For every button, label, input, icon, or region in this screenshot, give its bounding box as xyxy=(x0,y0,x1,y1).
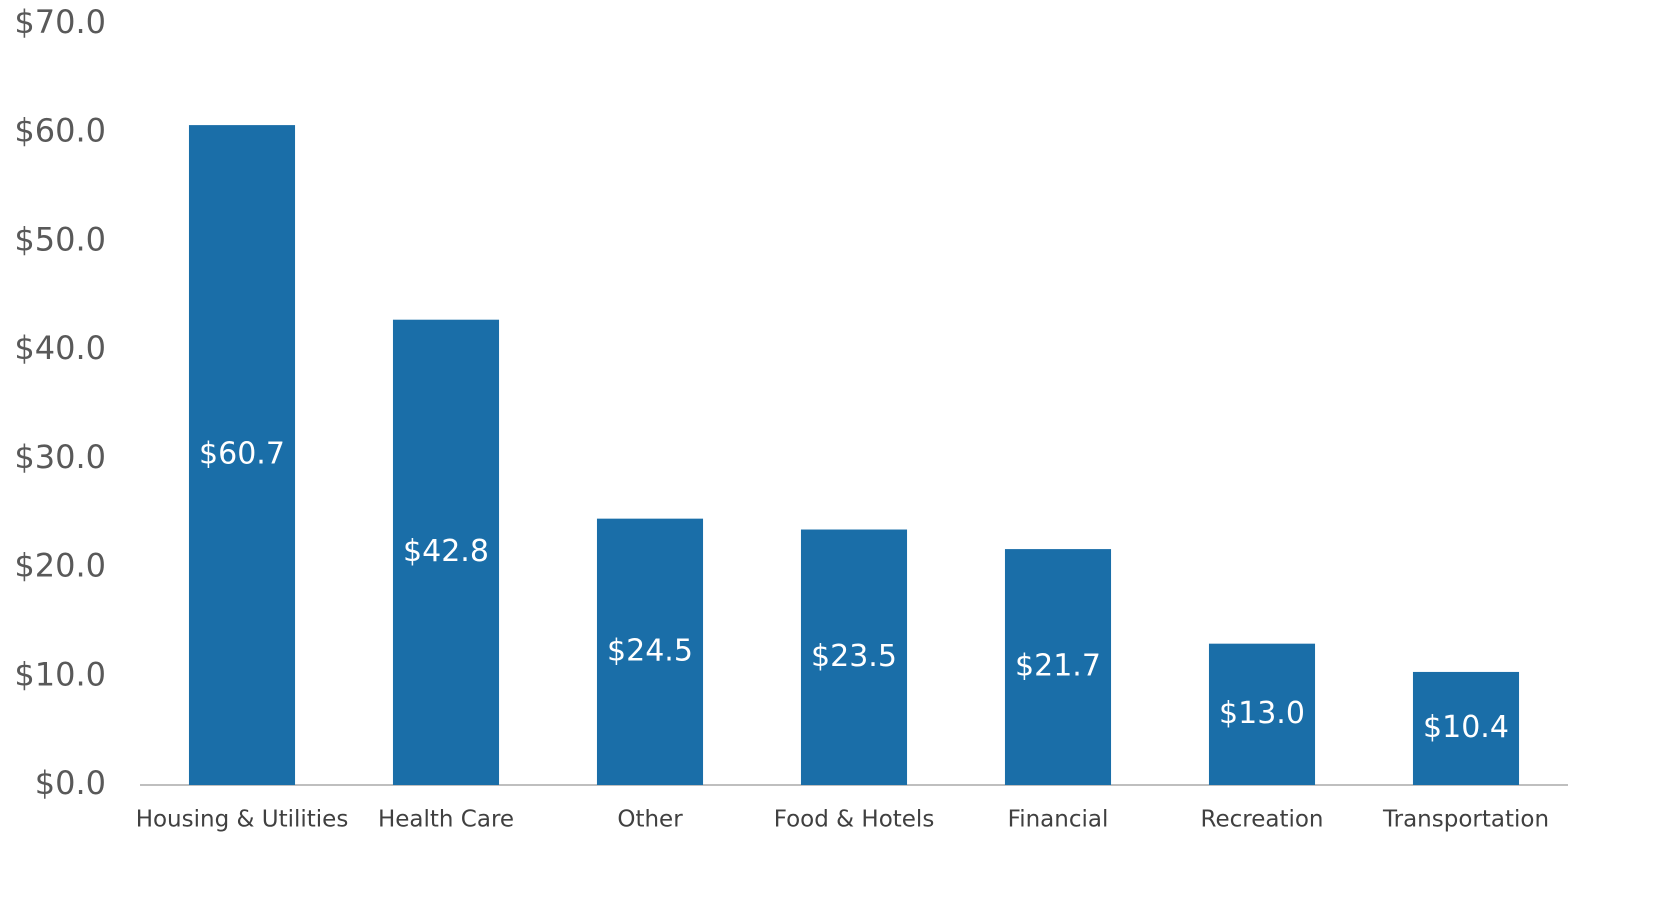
value-label: $42.8 xyxy=(403,534,489,569)
y-tick-label: $60.0 xyxy=(14,112,106,150)
y-tick-label: $10.0 xyxy=(14,655,106,693)
bar xyxy=(1208,643,1316,785)
y-tick-label: $20.0 xyxy=(14,547,106,585)
bar xyxy=(596,518,704,785)
bar xyxy=(1004,549,1112,785)
x-tick-label: Housing & Utilities xyxy=(136,807,349,833)
x-tick-label: Recreation xyxy=(1201,807,1324,833)
bar xyxy=(800,529,908,785)
y-tick-label: $0.0 xyxy=(35,764,106,802)
value-label: $21.7 xyxy=(1015,649,1101,684)
value-label: $13.0 xyxy=(1219,696,1305,731)
x-tick-label: Health Care xyxy=(378,807,514,833)
x-tick-label: Financial xyxy=(1008,807,1109,833)
y-tick-label: $30.0 xyxy=(14,438,106,476)
y-tick-label: $40.0 xyxy=(14,329,106,367)
value-label: $10.4 xyxy=(1423,710,1509,745)
x-tick-label: Other xyxy=(617,807,683,833)
value-label: $60.7 xyxy=(199,437,285,472)
y-tick-label: $50.0 xyxy=(14,220,106,258)
x-tick-label: Transportation xyxy=(1382,807,1549,833)
value-label: $23.5 xyxy=(811,639,897,674)
value-label: $24.5 xyxy=(607,633,693,668)
bar xyxy=(1412,671,1520,785)
y-tick-label: $70.0 xyxy=(14,3,106,41)
bar xyxy=(392,319,500,785)
bar xyxy=(188,125,296,785)
x-tick-label: Food & Hotels xyxy=(774,807,935,833)
